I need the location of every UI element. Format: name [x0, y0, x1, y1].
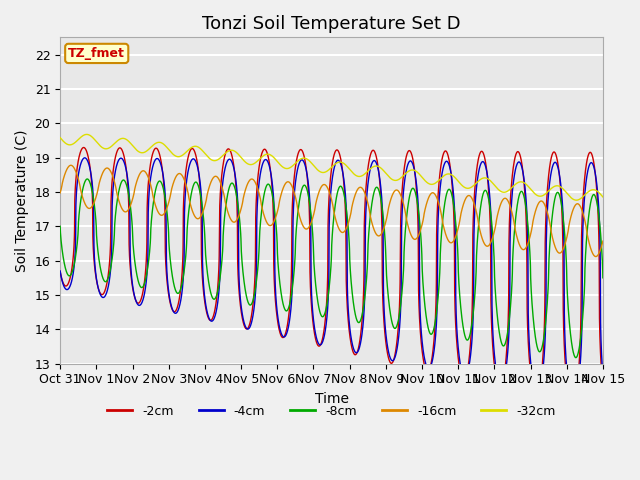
Legend: -2cm, -4cm, -8cm, -16cm, -32cm: -2cm, -4cm, -8cm, -16cm, -32cm	[102, 400, 561, 423]
X-axis label: Time: Time	[314, 392, 349, 406]
Text: TZ_fmet: TZ_fmet	[68, 47, 125, 60]
Y-axis label: Soil Temperature (C): Soil Temperature (C)	[15, 129, 29, 272]
Title: Tonzi Soil Temperature Set D: Tonzi Soil Temperature Set D	[202, 15, 461, 33]
